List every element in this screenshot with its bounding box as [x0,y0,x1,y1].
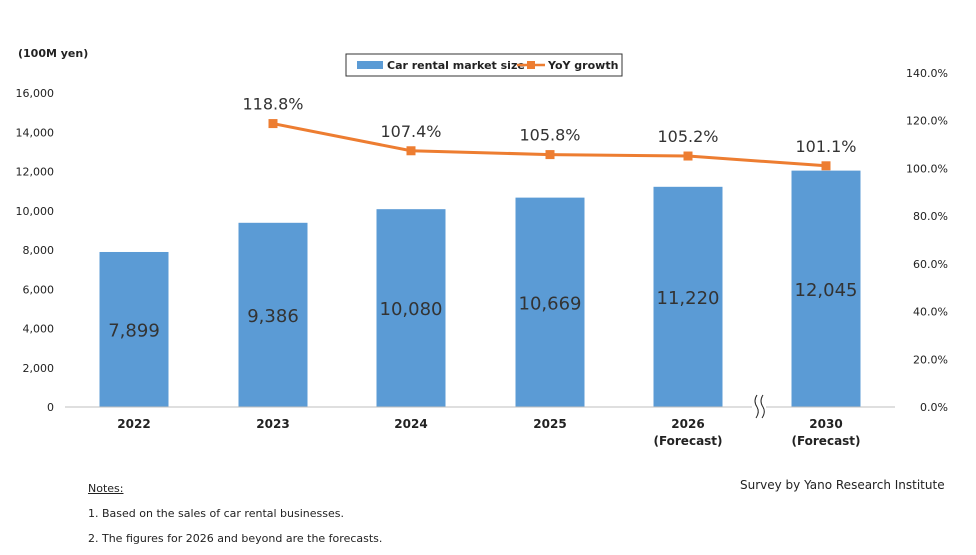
right-tick-label: 20.0% [913,353,948,366]
x-tick-label: 2024 [394,417,427,431]
bar-2025 [515,197,585,407]
y-axis-unit-label: (100M yen) [18,47,88,60]
growth-value-label: 105.2% [657,127,718,146]
legend-line-marker [527,61,535,69]
x-tick-label: 2026 [671,417,704,431]
x-axis-labels: 2022 2023 2024 2025 2026 (Forecast) 2030 (Forec… [117,417,860,448]
left-tick-label: 0 [47,401,54,414]
right-axis-ticks: 0.0% 20.0% 40.0% 60.0% 80.0% 100.0% 120.0% 140.… [906,67,948,414]
left-tick-label: 6,000 [23,283,55,296]
bar-value-label: 11,220 [657,288,720,309]
growth-point-2026 [683,151,693,161]
notes-heading: Notes: [88,482,124,495]
legend-box [345,53,623,77]
bar-2030 [791,170,861,407]
source-credit: Survey by Yano Research Institute [740,478,945,492]
right-tick-label: 140.0% [906,67,948,80]
growth-point-2023 [268,119,278,129]
right-tick-label: 60.0% [913,258,948,271]
x-tick-label: 2025 [533,417,566,431]
legend-bar-label: Car rental market size [387,59,525,72]
bar-value-label: 7,899 [108,320,160,341]
growth-point-2025 [545,150,555,160]
bar-value-label: 9,386 [247,306,299,327]
growth-value-label: 105.8% [519,126,580,145]
bar-value-label: 10,080 [380,299,443,320]
axis-break-icon [752,394,766,419]
left-tick-label: 14,000 [16,126,55,139]
left-tick-label: 2,000 [23,362,55,375]
note-line-1: 1. Based on the sales of car rental busi… [88,507,344,520]
left-tick-label: 10,000 [16,205,55,218]
left-tick-label: 4,000 [23,323,55,336]
bar-2022 [99,251,169,407]
bar-value-label: 10,669 [519,293,582,314]
bar-labels: 7,899 9,386 10,080 10,669 11,220 12,045 [108,280,857,342]
growth-line [268,119,831,171]
right-tick-label: 0.0% [920,401,948,414]
growth-value-label: 107.4% [380,122,441,141]
left-axis-ticks: 0 2,000 4,000 6,000 8,000 10,000 12,000 14,000 1… [16,87,55,414]
growth-value-label: 118.8% [242,95,303,114]
left-tick-label: 16,000 [16,87,55,100]
x-tick-sublabel: (Forecast) [653,434,722,448]
chart: (100M yen) Car rental market size YoY gr… [16,47,949,448]
bar-value-label: 12,045 [795,280,858,301]
x-tick-label: 2030 [809,417,842,431]
notes: Notes: 1. Based on the sales of car rent… [88,476,382,551]
note-line-2: 2. The figures for 2026 and beyond are t… [88,532,383,545]
right-tick-label: 40.0% [913,306,948,319]
legend-bar-swatch [357,61,383,69]
growth-point-2030 [821,161,831,171]
bar-2026 [653,186,723,407]
x-tick-label: 2022 [117,417,150,431]
x-tick-sublabel: (Forecast) [791,434,860,448]
left-tick-label: 8,000 [23,244,55,257]
bar-2023 [238,222,308,407]
right-tick-label: 80.0% [913,210,948,223]
left-tick-label: 12,000 [16,166,55,179]
growth-value-label: 101.1% [795,137,856,156]
legend-line-label: YoY growth [547,59,618,72]
growth-point-2024 [406,146,416,156]
growth-labels: 118.8% 107.4% 105.8% 105.2% 101.1% [242,95,856,156]
bars [99,170,861,407]
right-tick-label: 100.0% [906,162,948,175]
legend: Car rental market size YoY growth [345,53,623,77]
right-tick-label: 120.0% [906,115,948,128]
bar-2024 [376,209,446,407]
x-tick-label: 2023 [256,417,289,431]
